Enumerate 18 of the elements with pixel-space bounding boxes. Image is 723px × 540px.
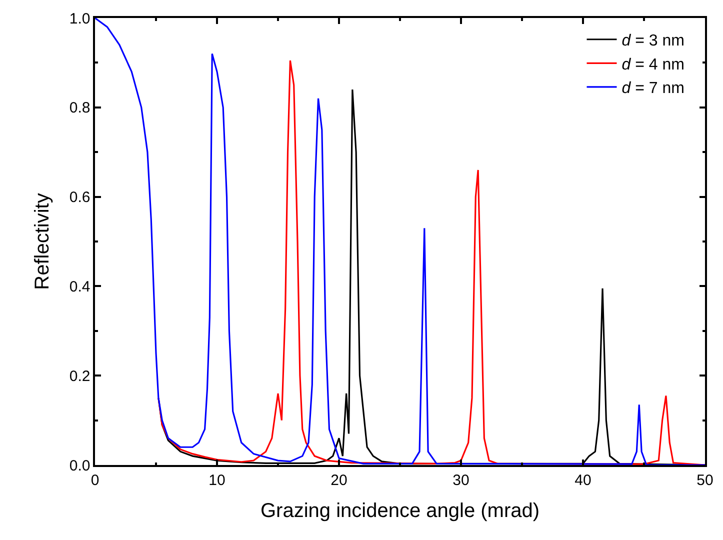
legend-label: d = 4 nm bbox=[622, 56, 684, 74]
x-tick-label: 40 bbox=[574, 472, 592, 489]
x-tick-label: 30 bbox=[452, 472, 470, 489]
y-tick-label: 0.8 bbox=[69, 100, 90, 117]
x-tick-label: 20 bbox=[330, 472, 348, 489]
legend-label: d = 3 nm bbox=[622, 32, 684, 50]
x-axis-title: Grazing incidence angle (mrad) bbox=[260, 500, 540, 522]
legend-label: d = 7 nm bbox=[622, 80, 684, 98]
x-tick-label: 0 bbox=[90, 472, 100, 489]
y-tick-label: 0.4 bbox=[69, 278, 90, 296]
y-tick-label: 0.6 bbox=[69, 189, 90, 206]
x-tick-label: 10 bbox=[208, 472, 226, 489]
y-tick-label: 0.2 bbox=[69, 368, 90, 385]
y-tick-label: 1.0 bbox=[69, 10, 90, 28]
y-tick-label: 0.0 bbox=[69, 457, 90, 474]
y-axis-title: Reflectivity bbox=[31, 193, 54, 290]
line-series bbox=[95, 18, 705, 465]
x-tick-label: 50 bbox=[696, 472, 714, 489]
